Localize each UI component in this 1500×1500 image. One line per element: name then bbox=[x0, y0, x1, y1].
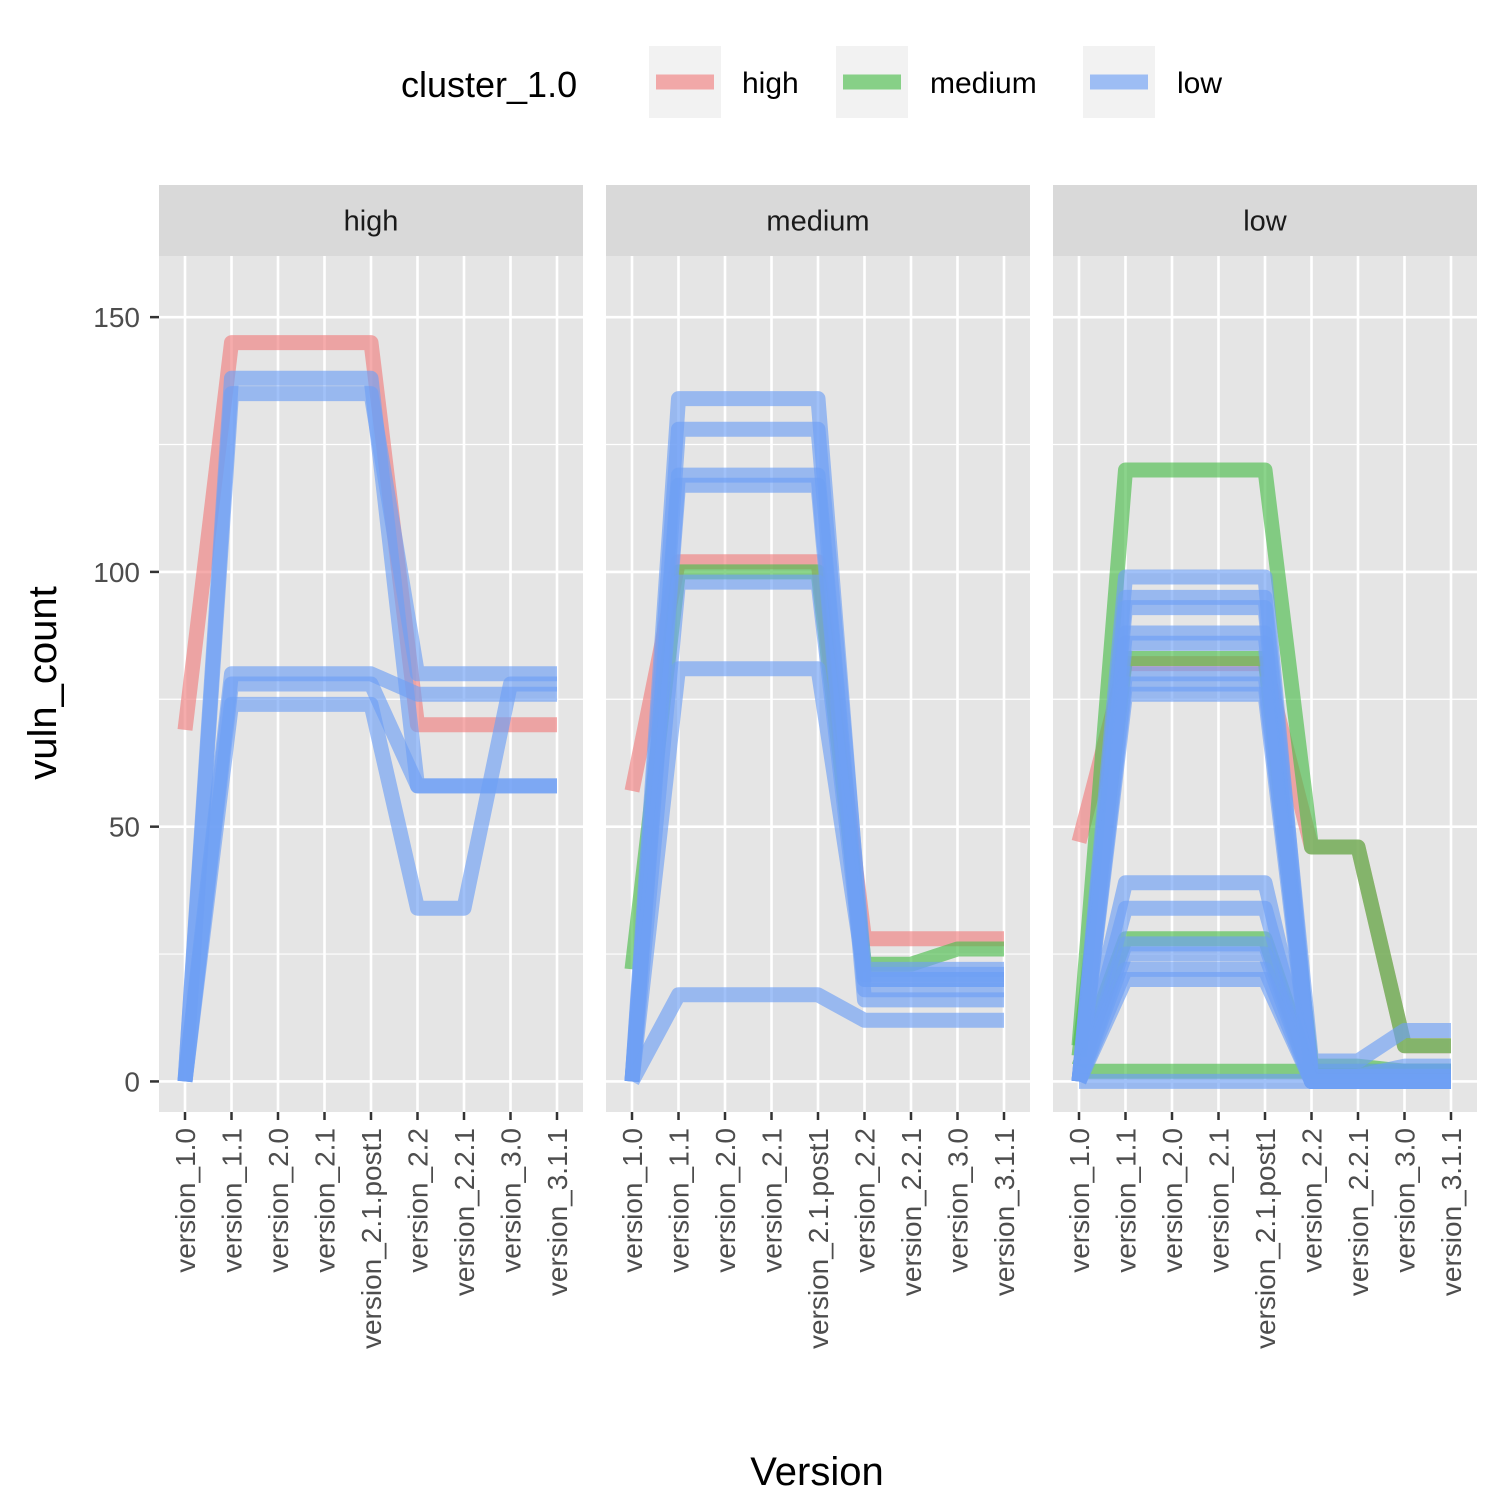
legend: cluster_1.0 high medium low bbox=[401, 46, 1222, 118]
x-tick-label: version_3.1.1 bbox=[989, 1128, 1020, 1296]
x-tick-label: version_2.1.post1 bbox=[356, 1128, 387, 1349]
legend-entry-low: low bbox=[1083, 46, 1222, 118]
series-line-low bbox=[177, 676, 557, 1083]
x-tick-label: version_2.1 bbox=[1204, 1128, 1235, 1273]
x-tick-label: version_3.0 bbox=[943, 1128, 974, 1273]
series-lines bbox=[1071, 462, 1451, 1089]
x-tick-label: version_2.1 bbox=[310, 1128, 341, 1273]
panel-low: low version_1.0 version_1.1 version_2.0 vers… bbox=[1053, 185, 1477, 1349]
x-tick-label: version_2.2.1 bbox=[449, 1128, 480, 1296]
strip-label: medium bbox=[766, 206, 869, 238]
series-line-low bbox=[624, 467, 1004, 1083]
x-tick-label: version_3.0 bbox=[496, 1128, 527, 1273]
x-tick-label: version_1.0 bbox=[617, 1128, 648, 1273]
strip-background bbox=[159, 185, 583, 256]
x-tick-label: version_3.1.1 bbox=[542, 1128, 573, 1296]
strip-label: high bbox=[344, 206, 399, 238]
x-tick-label: version_2.1 bbox=[757, 1128, 788, 1273]
x-tick-label: version_3.1.1 bbox=[1436, 1128, 1467, 1296]
series-line-low bbox=[624, 661, 1004, 1083]
x-tick-label: version_2.2.1 bbox=[896, 1128, 927, 1296]
x-tick-label: version_1.1 bbox=[1111, 1128, 1142, 1273]
y-axis: 0 50 100 150 bbox=[93, 302, 159, 1097]
series-line-low bbox=[1071, 589, 1451, 1083]
x-tick-label: version_2.2 bbox=[850, 1128, 881, 1273]
x-tick-label: version_2.0 bbox=[1157, 1128, 1188, 1273]
x-tick-label: version_2.2 bbox=[403, 1128, 434, 1273]
x-tick-label: version_2.1.post1 bbox=[1250, 1128, 1281, 1349]
strip-background bbox=[1053, 185, 1477, 256]
panel-medium: medium version_1.0 version_1.1 version_2.0 v… bbox=[606, 185, 1030, 1349]
x-tick-label: version_2.2 bbox=[1297, 1128, 1328, 1273]
series-line-medium bbox=[624, 564, 1004, 972]
y-tick-label: 150 bbox=[93, 302, 140, 333]
x-tick-label: version_1.1 bbox=[217, 1128, 248, 1273]
y-tick-label: 50 bbox=[109, 812, 140, 843]
y-axis-title: vuln_count bbox=[21, 586, 65, 779]
y-tick-label: 100 bbox=[93, 557, 140, 588]
legend-title: cluster_1.0 bbox=[401, 64, 577, 105]
series-line-low bbox=[624, 477, 1004, 1083]
x-tick-label: version_2.1.post1 bbox=[803, 1128, 834, 1349]
x-tick-label: version_3.0 bbox=[1390, 1128, 1421, 1273]
series-line-medium bbox=[1071, 462, 1451, 1054]
series-lines bbox=[177, 335, 557, 1083]
x-tick-label: version_2.0 bbox=[710, 1128, 741, 1273]
series-line-low bbox=[1071, 900, 1451, 1084]
legend-entry-high: high bbox=[649, 46, 799, 118]
x-tick-label: version_1.0 bbox=[170, 1128, 201, 1273]
x-tick-label: version_1.1 bbox=[664, 1128, 695, 1273]
legend-entry-medium: medium bbox=[836, 46, 1037, 118]
strip-background bbox=[606, 185, 1030, 256]
strip-label: low bbox=[1243, 206, 1288, 238]
legend-label: medium bbox=[930, 67, 1037, 100]
facet-panels: high version_1.0 version_1.1 version_2.0 ver… bbox=[159, 185, 1477, 1349]
y-tick-label: 0 bbox=[124, 1066, 140, 1097]
series-line-low bbox=[177, 666, 557, 1083]
panel-high: high version_1.0 version_1.1 version_2.0 ver… bbox=[159, 185, 583, 1349]
x-tick-label: version_1.0 bbox=[1064, 1128, 1095, 1273]
legend-label: low bbox=[1177, 67, 1222, 100]
x-tick-label: version_2.2.1 bbox=[1343, 1128, 1374, 1296]
x-tick-label: version_2.0 bbox=[263, 1128, 294, 1273]
series-lines bbox=[624, 391, 1004, 1085]
series-line-low bbox=[625, 987, 1004, 1085]
legend-label: high bbox=[742, 67, 799, 100]
x-axis-title: Version bbox=[750, 1450, 883, 1494]
